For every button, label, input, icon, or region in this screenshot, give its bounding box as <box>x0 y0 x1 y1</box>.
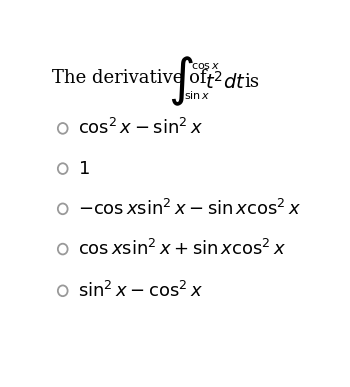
Text: $1$: $1$ <box>78 159 90 178</box>
Text: $\int$: $\int$ <box>168 55 194 108</box>
Text: $\cos x\sin^2 x + \sin x\cos^2 x$: $\cos x\sin^2 x + \sin x\cos^2 x$ <box>78 239 286 259</box>
Text: $\sin^2 x - \cos^2 x$: $\sin^2 x - \cos^2 x$ <box>78 281 203 301</box>
Text: $\sin x$: $\sin x$ <box>184 89 211 101</box>
Text: $t^2dt$: $t^2dt$ <box>205 71 246 92</box>
Text: is: is <box>244 73 259 91</box>
Text: $-\cos x\sin^2 x - \sin x\cos^2 x$: $-\cos x\sin^2 x - \sin x\cos^2 x$ <box>78 199 301 219</box>
Text: $\cos x$: $\cos x$ <box>191 61 220 71</box>
Text: $\cos^2 x - \sin^2 x$: $\cos^2 x - \sin^2 x$ <box>78 118 203 139</box>
Text: The derivative of: The derivative of <box>52 69 206 87</box>
